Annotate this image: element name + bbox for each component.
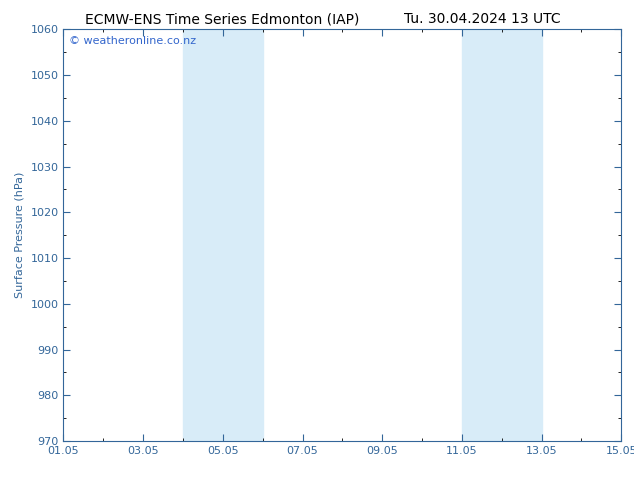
Text: © weatheronline.co.nz: © weatheronline.co.nz [69, 36, 196, 46]
Text: ECMW-ENS Time Series Edmonton (IAP): ECMW-ENS Time Series Edmonton (IAP) [85, 12, 359, 26]
Text: Tu. 30.04.2024 13 UTC: Tu. 30.04.2024 13 UTC [403, 12, 560, 26]
Bar [183, 29, 262, 441]
Bar [462, 29, 541, 441]
Y-axis label: Surface Pressure (hPa): Surface Pressure (hPa) [15, 172, 25, 298]
